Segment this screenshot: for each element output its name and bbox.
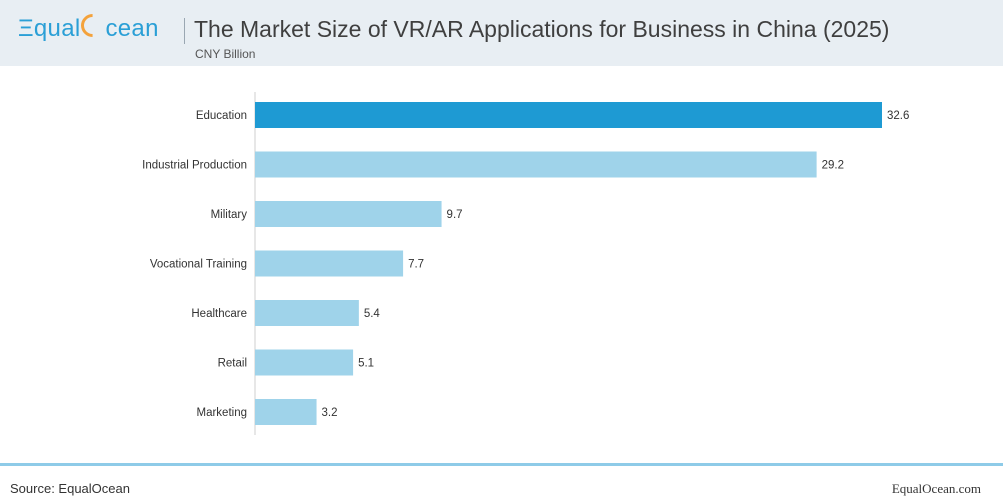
value-label: 5.1 bbox=[358, 358, 374, 370]
category-label: Marketing bbox=[197, 407, 248, 419]
chart-subtitle: CNY Billion bbox=[195, 47, 256, 61]
bar-chart: Education 32.6 Industrial Production 29.2 Mi… bbox=[142, 92, 909, 435]
category-label: Industrial Production bbox=[142, 160, 247, 172]
header-divider bbox=[184, 18, 185, 44]
bar-vocational-training bbox=[255, 250, 404, 277]
value-label: 29.2 bbox=[822, 160, 844, 172]
footer-divider bbox=[0, 463, 1003, 466]
value-label: 3.2 bbox=[322, 407, 338, 419]
logo-text-b: cean bbox=[105, 15, 159, 42]
bar-marketing bbox=[255, 399, 317, 425]
category-label: Healthcare bbox=[191, 308, 247, 320]
logo-e-glyph: Ξ bbox=[18, 15, 34, 42]
value-label: 32.6 bbox=[887, 110, 909, 122]
footer-bar: Source: EqualOcean EqualOcean.com bbox=[0, 466, 1003, 498]
site-link[interactable]: EqualOcean.com bbox=[891, 481, 981, 496]
equalocean-logo[interactable]: Ξqual cean bbox=[18, 9, 159, 43]
bar-retail bbox=[255, 349, 354, 376]
bar-education bbox=[255, 102, 882, 128]
value-label: 9.7 bbox=[447, 209, 463, 221]
category-label: Military bbox=[211, 209, 248, 221]
category-label: Retail bbox=[218, 358, 247, 370]
category-label: Education bbox=[196, 110, 247, 122]
header-bar: Ξqual cean The Market Size of VR/AR Appli… bbox=[0, 0, 1003, 66]
value-label: 7.7 bbox=[408, 259, 424, 271]
category-label: Vocational Training bbox=[150, 259, 247, 271]
bar-healthcare bbox=[255, 300, 359, 326]
logo-text-a: qual bbox=[33, 15, 81, 42]
bar-industrial-production bbox=[255, 151, 817, 178]
bar-military bbox=[255, 201, 442, 227]
source-note: Source: EqualOcean bbox=[10, 481, 130, 496]
chart-title: The Market Size of VR/AR Applications fo… bbox=[194, 16, 890, 42]
value-label: 5.4 bbox=[364, 308, 381, 320]
